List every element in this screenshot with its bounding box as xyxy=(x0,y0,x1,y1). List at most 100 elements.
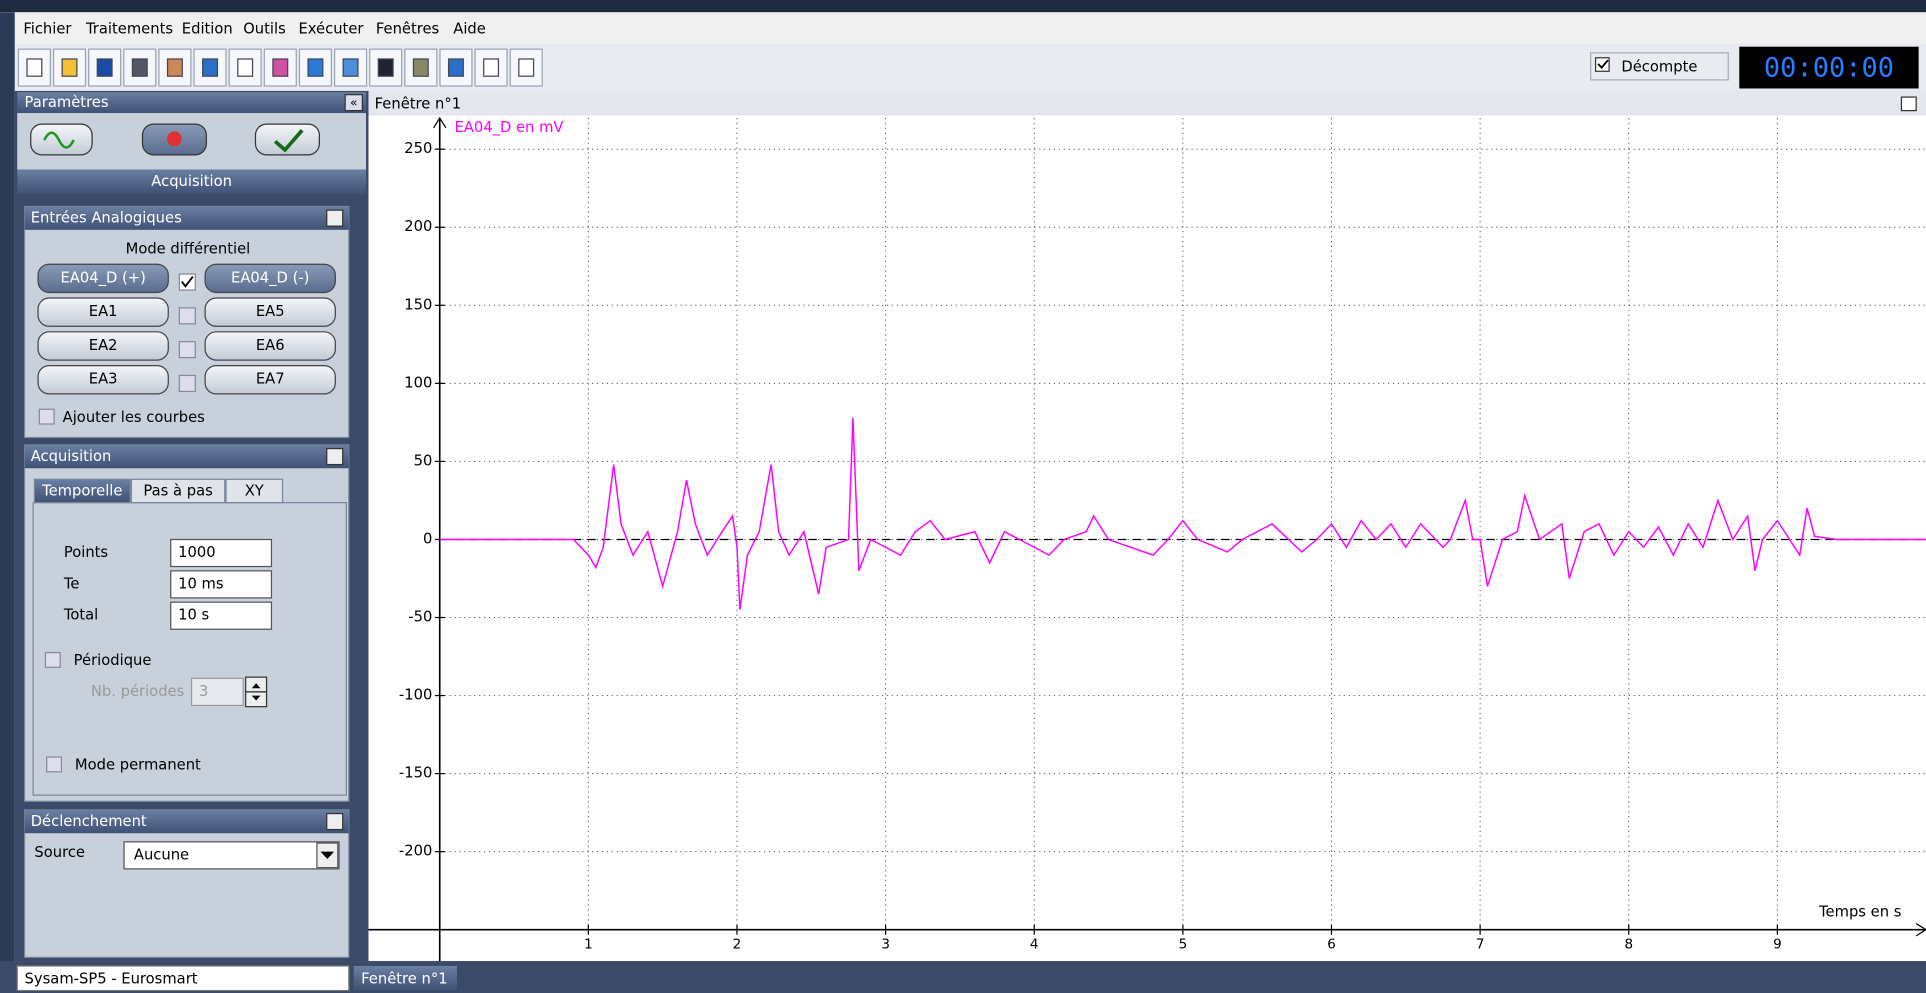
plot-area xyxy=(368,115,1926,962)
input-button[interactable] xyxy=(204,365,336,395)
collapse-button[interactable] xyxy=(344,94,363,112)
menu-item[interactable]: Edition xyxy=(182,20,233,37)
y-tick-label: -100 xyxy=(399,687,432,704)
diff-checkbox[interactable] xyxy=(178,341,196,359)
signal-button[interactable] xyxy=(30,123,93,156)
menu-item[interactable]: Aide xyxy=(453,20,486,37)
acquisition-tab[interactable] xyxy=(17,169,367,195)
source-value: Aucune xyxy=(134,846,189,863)
menu-item[interactable]: Traitements xyxy=(85,20,173,37)
source-label: Source xyxy=(34,844,85,861)
field-input[interactable] xyxy=(170,601,273,630)
permanent-checkbox[interactable] xyxy=(46,756,63,773)
dropdown-arrow xyxy=(320,851,335,860)
window-header xyxy=(368,90,1926,116)
input-button[interactable] xyxy=(204,263,336,294)
permanent-label: Mode permanent xyxy=(75,757,201,774)
field-value: 10 ms xyxy=(178,575,223,592)
x-tick-label: 1 xyxy=(584,936,593,952)
analog-title: Entrées Analogiques xyxy=(31,210,182,227)
tool-icon xyxy=(412,58,429,77)
trigger-title: Déclenchement xyxy=(31,813,147,830)
input-button[interactable] xyxy=(204,297,336,327)
field-input[interactable] xyxy=(170,570,273,599)
add-curves-checkbox[interactable] xyxy=(38,408,55,425)
tab[interactable] xyxy=(225,478,284,504)
countdown-box xyxy=(1590,52,1729,81)
tool-icon xyxy=(307,58,324,77)
y-tick-label: 150 xyxy=(404,296,432,313)
field-label: Te xyxy=(63,575,80,592)
frame-left xyxy=(0,12,15,993)
analog-header xyxy=(24,206,349,230)
countdown-checkbox[interactable] xyxy=(1594,57,1610,72)
tool-icon xyxy=(447,58,464,77)
analog-collapse[interactable] xyxy=(326,209,344,227)
tool-icon xyxy=(131,58,148,77)
y-tick-label: -150 xyxy=(399,765,432,782)
sidebar-header xyxy=(17,92,367,114)
menu-item[interactable]: Exécuter xyxy=(298,20,364,37)
y-tick-label: -200 xyxy=(399,843,432,860)
field-label: Total xyxy=(63,607,98,624)
input-button[interactable] xyxy=(37,365,169,395)
menu: Fichier Traitements Edition Outils Exécuter F… xyxy=(23,20,485,37)
field-input[interactable] xyxy=(170,538,273,568)
tool-icon xyxy=(26,58,43,77)
menu-item[interactable]: Fenêtres xyxy=(376,20,439,37)
inputs: EA04_D (+) EA04_D (-) EA1 EA5 EA2 EA6 EA3 EA7 xyxy=(37,263,336,395)
menu-item[interactable]: Outils xyxy=(243,20,286,37)
tool-icon xyxy=(483,58,500,77)
trigger-header xyxy=(24,809,349,834)
field-value: 10 s xyxy=(178,607,209,624)
acquisition-header xyxy=(24,444,349,469)
trigger-panel xyxy=(23,809,350,958)
y-tick-label: 50 xyxy=(414,452,433,469)
diff-checkbox[interactable] xyxy=(178,374,196,393)
check xyxy=(1597,59,1609,69)
field-label: Points xyxy=(64,544,108,561)
tabs: Temporelle Pas à pas XY xyxy=(33,478,284,504)
periodic-checkbox[interactable] xyxy=(44,651,61,668)
input-button[interactable] xyxy=(37,331,169,361)
toolbar-icons xyxy=(17,48,543,87)
input-label: EA7 xyxy=(256,371,285,388)
tab-label: Pas à pas xyxy=(143,483,212,500)
input-label: EA1 xyxy=(89,303,118,320)
window-tab[interactable] xyxy=(353,965,457,991)
maximize-button[interactable] xyxy=(1900,96,1917,112)
tool-icon xyxy=(202,58,219,77)
signal-line xyxy=(439,417,1926,610)
source-select[interactable] xyxy=(123,841,340,870)
menu-item[interactable]: Fichier xyxy=(23,20,72,37)
x-tick-label: 6 xyxy=(1327,936,1336,952)
tab[interactable] xyxy=(130,478,226,504)
timer-box xyxy=(1739,46,1919,89)
tool-icon xyxy=(96,58,113,77)
y-axis-label: EA04_D en mV xyxy=(454,119,563,136)
tool-icon xyxy=(518,58,535,77)
signal-icon xyxy=(43,131,75,149)
x-tick-label: 7 xyxy=(1476,936,1485,952)
diff-checkbox[interactable] xyxy=(178,307,196,325)
timer: 00:00:00 xyxy=(1764,52,1894,83)
trigger-collapse[interactable] xyxy=(326,812,344,831)
input-label: EA3 xyxy=(89,371,118,388)
input-button[interactable] xyxy=(204,331,336,361)
input-button[interactable] xyxy=(37,297,169,327)
acquisition-tab-label: Acquisition xyxy=(151,173,232,190)
input-button[interactable] xyxy=(37,263,169,294)
tool-icon xyxy=(237,58,254,77)
periods-label: Nb. périodes xyxy=(91,683,184,700)
window-tab-label: Fenêtre n°1 xyxy=(361,970,447,987)
tool-icon xyxy=(377,58,394,77)
trigger-icon xyxy=(167,131,182,147)
tab[interactable] xyxy=(33,478,131,504)
validate-button[interactable] xyxy=(254,123,320,156)
validate-icon xyxy=(273,129,304,153)
add-curves-label: Ajouter les courbes xyxy=(63,409,205,426)
acquisition-collapse[interactable] xyxy=(326,447,344,466)
mode-label: Mode différentiel xyxy=(126,240,251,257)
periods-input[interactable] xyxy=(191,677,244,707)
